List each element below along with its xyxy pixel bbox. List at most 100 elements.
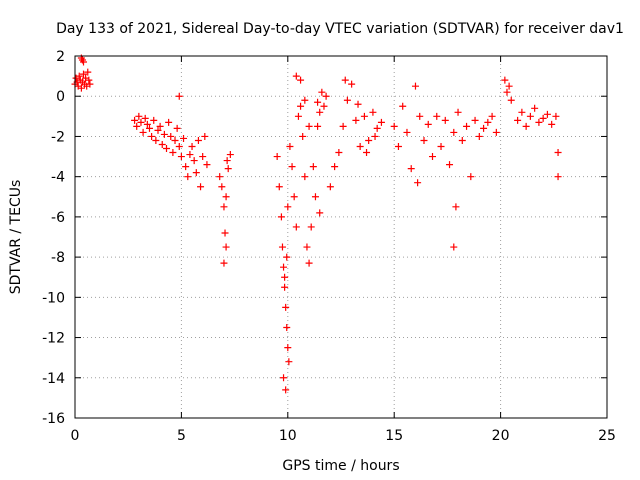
data-point-plus-marker: [188, 143, 196, 150]
data-point-plus-marker: [305, 122, 313, 130]
y-tick-label: -8: [51, 250, 65, 266]
x-tick-label: 0: [71, 428, 80, 444]
y-axis-label: SDTVAR / TECUs: [8, 180, 24, 295]
data-point-plus-marker: [226, 151, 234, 159]
data-point-plus-marker: [356, 143, 364, 150]
data-point-plus-marker: [220, 203, 228, 211]
data-point-plus-marker: [458, 136, 466, 144]
data-point-plus-marker: [283, 253, 291, 261]
data-point-plus-marker: [403, 128, 411, 136]
data-point-plus-marker: [377, 118, 385, 126]
y-tick-label: -10: [42, 290, 65, 306]
x-axis-label: GPS time / hours: [282, 458, 399, 474]
data-point-plus-marker: [514, 116, 522, 124]
data-point-plus-marker: [275, 183, 283, 191]
chart-title: Day 133 of 2021, Sidereal Day-to-day VTE…: [56, 21, 624, 37]
data-point-plus-marker: [180, 134, 188, 142]
data-point-plus-marker: [414, 179, 422, 187]
data-point-plus-marker: [305, 259, 313, 267]
data-point-plus-marker: [420, 136, 428, 144]
data-point-plus-marker: [316, 209, 324, 217]
data-point-plus-marker: [348, 80, 356, 88]
data-point-plus-marker: [278, 243, 286, 251]
data-point-plus-marker: [182, 163, 190, 171]
data-point-plus-marker: [301, 96, 309, 104]
data-point-plus-marker: [311, 193, 319, 201]
data-point-plus-marker: [452, 203, 460, 211]
data-point-plus-marker: [475, 132, 483, 140]
data-point-plus-marker: [86, 80, 94, 88]
data-point-plus-marker: [273, 153, 281, 161]
data-point-plus-marker: [85, 76, 93, 84]
data-point-plus-marker: [152, 136, 160, 144]
data-point-plus-marker: [137, 118, 145, 126]
data-point-plus-marker: [303, 243, 311, 251]
data-point-plus-marker: [277, 213, 285, 221]
data-point-plus-marker: [80, 58, 88, 66]
data-point-plus-marker: [416, 112, 424, 120]
data-point-plus-marker: [339, 122, 347, 130]
data-point-plus-marker: [471, 116, 479, 124]
data-point-plus-marker: [184, 173, 192, 181]
data-point-plus-marker: [507, 96, 515, 104]
data-point-plus-marker: [292, 72, 300, 80]
data-point-plus-marker: [141, 114, 149, 122]
data-point-plus-marker: [281, 283, 289, 291]
data-point-plus-marker: [131, 116, 139, 124]
data-point-plus-marker: [158, 140, 166, 148]
data-point-plus-marker: [177, 153, 185, 161]
data-point-plus-marker: [365, 136, 373, 144]
data-point-plus-marker: [77, 84, 85, 92]
data-point-plus-marker: [175, 143, 183, 150]
data-point-plus-marker: [318, 88, 326, 96]
data-point-plus-marker: [463, 122, 471, 130]
data-point-plus-marker: [145, 124, 153, 132]
data-point-plus-marker: [488, 112, 496, 120]
data-point-plus-marker: [192, 169, 200, 177]
data-point-plus-marker: [450, 243, 458, 251]
data-point-plus-marker: [282, 303, 290, 311]
data-point-plus-marker: [390, 122, 398, 130]
data-point-plus-marker: [407, 165, 415, 173]
data-point-plus-marker: [450, 128, 458, 136]
data-point-plus-marker: [165, 118, 173, 126]
data-point-plus-marker: [526, 112, 534, 120]
data-point-plus-marker: [554, 173, 562, 181]
data-point-plus-marker: [354, 100, 362, 108]
data-point-plus-marker: [156, 122, 164, 130]
data-point-plus-marker: [554, 149, 562, 157]
data-point-plus-marker: [394, 143, 402, 150]
data-point-plus-marker: [167, 132, 175, 140]
data-point-plus-marker: [454, 108, 462, 116]
data-point-plus-marker: [543, 110, 551, 118]
data-point-plus-marker: [163, 145, 171, 153]
data-point-plus-marker: [297, 102, 305, 110]
data-point-plus-marker: [201, 132, 209, 140]
data-point-plus-marker: [326, 183, 334, 191]
data-point-plus-marker: [150, 116, 158, 124]
data-point-plus-marker: [221, 229, 229, 237]
data-point-plus-marker: [218, 183, 226, 191]
data-point-plus-marker: [80, 70, 88, 78]
y-tick-label: -16: [42, 411, 65, 427]
data-point-plus-marker: [352, 116, 360, 124]
data-point-plus-marker: [222, 243, 230, 251]
data-point-plus-marker: [190, 157, 198, 165]
data-point-plus-marker: [467, 173, 475, 181]
data-point-plus-marker: [531, 104, 539, 112]
data-point-plus-marker: [503, 88, 511, 96]
data-point-plus-marker: [290, 193, 298, 201]
x-tick-label: 5: [177, 428, 186, 444]
data-point-plus-marker: [154, 126, 162, 134]
data-point-plus-marker: [75, 72, 83, 80]
data-point-plus-marker: [320, 102, 328, 110]
data-point-plus-marker: [501, 76, 509, 84]
y-axis-tick-labels: 2 0 -2 -4 -6 -8 -10 -12 -14 -16: [42, 49, 65, 427]
axis-ticks: [74, 55, 608, 419]
y-tick-label: -12: [42, 331, 65, 347]
data-point-plus-marker: [288, 163, 296, 171]
data-point-plus-marker: [373, 124, 381, 132]
data-point-plus-marker: [143, 120, 151, 128]
data-point-plus-marker: [199, 153, 207, 161]
